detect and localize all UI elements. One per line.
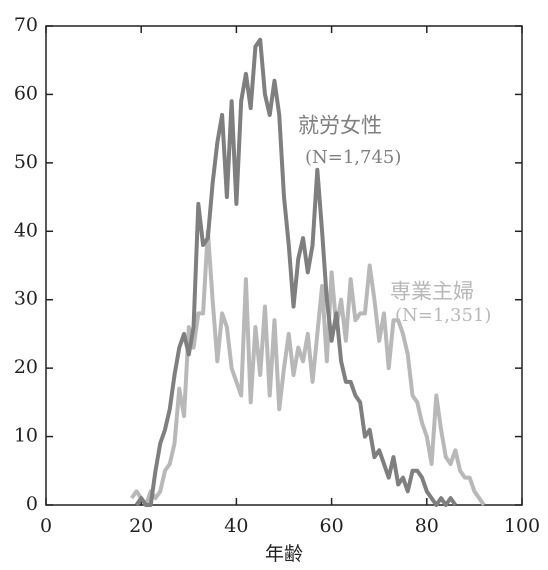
series-label: 専業主婦 — [390, 280, 474, 304]
series-label: 就労女性 — [298, 114, 382, 138]
series-n-label: (N=1,351) — [395, 305, 491, 326]
x-tick-label: 40 — [224, 515, 248, 537]
y-tick-label: 10 — [14, 425, 38, 447]
x-tick-label: 100 — [504, 515, 540, 537]
y-tick-label: 30 — [14, 288, 38, 310]
series-line — [134, 37, 458, 507]
plot-frame — [45, 25, 523, 506]
series-n-label: (N=1,745) — [305, 147, 401, 168]
y-tick-label: 40 — [14, 219, 38, 241]
y-tick-label: 50 — [14, 151, 38, 173]
x-tick-label: 0 — [40, 515, 52, 537]
y-tick-label: 20 — [14, 356, 38, 378]
x-tick-label: 20 — [129, 515, 153, 537]
y-tick-label: 60 — [14, 82, 38, 104]
x-tick-label: 80 — [415, 515, 439, 537]
x-tick-label: 60 — [320, 515, 344, 537]
x-axis-label: 年齢 — [265, 543, 303, 565]
y-tick-label: 0 — [26, 493, 38, 515]
y-tick-label: 70 — [14, 14, 38, 36]
